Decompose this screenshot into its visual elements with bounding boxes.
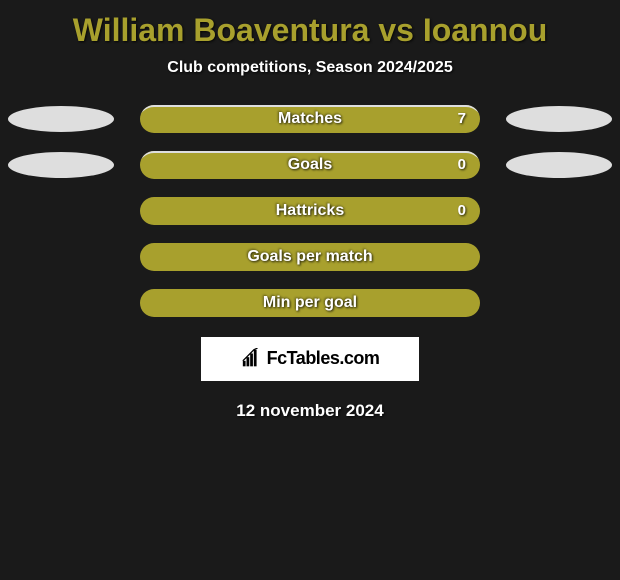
title-segment: William Boaventura (73, 12, 370, 48)
right-ellipse (506, 152, 612, 178)
page-title: William Boaventura vs Ioannou (0, 8, 620, 59)
brand-text: FcTables.com (267, 348, 380, 369)
stat-label: Goals per match (247, 248, 372, 266)
stat-value: 0 (458, 156, 466, 173)
left-ellipse (8, 106, 114, 132)
stat-rows: Matches 7 Goals 0 Hattricks 0 Goals per match M… (0, 105, 620, 317)
title-segment: Ioannou (423, 12, 547, 48)
stat-bar: Matches 7 (140, 105, 480, 133)
stat-bar: Min per goal (140, 289, 480, 317)
chart-bars-icon (241, 348, 263, 370)
stat-bar: Goals per match (140, 243, 480, 271)
left-ellipse (8, 152, 114, 178)
stat-bar: Goals 0 (140, 151, 480, 179)
brand-logo-box: FcTables.com (201, 337, 419, 381)
stat-label: Hattricks (276, 202, 344, 220)
stat-row: Goals per match (0, 243, 620, 271)
comparison-infographic: William Boaventura vs Ioannou Club compe… (0, 0, 620, 421)
stat-value: 7 (458, 110, 466, 127)
subtitle: Club competitions, Season 2024/2025 (0, 59, 620, 77)
stat-row: Goals 0 (0, 151, 620, 179)
stat-value: 0 (458, 202, 466, 219)
stat-row: Min per goal (0, 289, 620, 317)
stat-bar: Hattricks 0 (140, 197, 480, 225)
stat-label: Min per goal (263, 294, 357, 312)
stat-row: Hattricks 0 (0, 197, 620, 225)
stat-label: Matches (278, 110, 342, 128)
right-ellipse (506, 106, 612, 132)
stat-row: Matches 7 (0, 105, 620, 133)
date-text: 12 november 2024 (0, 401, 620, 421)
title-segment: vs (369, 12, 422, 48)
stat-label: Goals (288, 156, 332, 174)
